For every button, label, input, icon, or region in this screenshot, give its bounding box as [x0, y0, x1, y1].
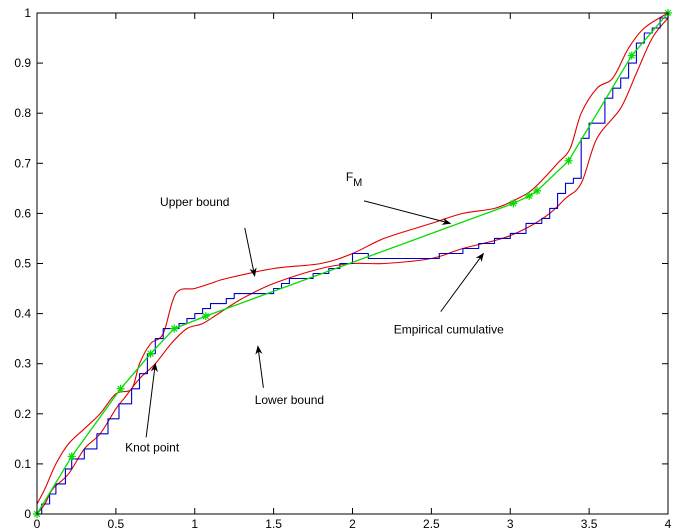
series-line-fit	[36, 12, 669, 515]
y-tick-label: 0.6	[14, 206, 31, 220]
knot-point-marker	[146, 349, 155, 358]
knot-point-marker	[627, 51, 636, 60]
annotation-upper-bound: Upper bound	[160, 195, 257, 277]
annotation-arrow	[440, 252, 484, 312]
y-tick-label: 0.4	[14, 307, 31, 321]
y-tick-label: 0.1	[14, 457, 31, 471]
annotation-label: Lower bound	[255, 393, 324, 407]
annotation-label: Upper bound	[160, 195, 229, 209]
annotation-arrow	[145, 362, 158, 438]
knot-point-marker	[201, 312, 210, 321]
x-tick-label: 2.5	[423, 517, 440, 529]
x-tick-label: 2	[349, 517, 356, 529]
x-tick-label: 0.5	[108, 517, 125, 529]
series-line-upper	[36, 12, 669, 505]
y-tick-label: 0.2	[14, 407, 31, 421]
y-tick-label: 0	[24, 507, 31, 521]
y-tick-label: 0.5	[14, 257, 31, 271]
annotation-arrow	[363, 200, 452, 225]
x-tick-label: 1.5	[265, 517, 282, 529]
plot-layer	[33, 9, 672, 518]
knot-point-marker	[564, 156, 573, 165]
x-tick-label: 3.5	[581, 517, 598, 529]
annotation-label: Knot point	[125, 440, 180, 454]
knot-point-marker	[67, 452, 76, 461]
annotation-arrow	[244, 227, 257, 277]
knot-point-marker	[116, 384, 125, 393]
knot-point-marker	[509, 199, 518, 208]
annotation-label: Empirical cumulative	[394, 323, 504, 337]
y-tick-label: 0.8	[14, 106, 31, 120]
knot-point-marker	[170, 324, 179, 333]
y-tick-label: 0.3	[14, 357, 31, 371]
y-tick-label: 0.9	[14, 56, 31, 70]
knot-point-marker	[533, 186, 542, 195]
annotation-empirical-cumulative: Empirical cumulative	[394, 252, 504, 337]
annotation-knot-point: Knot point	[125, 362, 180, 454]
x-tick-label: 1	[191, 517, 198, 529]
tick-layer: 0 0.5 1 1.5 2 2.5 3 3.5 4 0 0.1 0.2 0.3 0.4 0.5 0.6 0.7 0…	[14, 6, 671, 529]
y-tick-label: 1	[24, 6, 31, 20]
x-tick-label: 3	[507, 517, 514, 529]
y-tick-label: 0.7	[14, 156, 31, 170]
annotation-lower-bound: Lower bound	[255, 345, 324, 407]
knot-point-marker	[525, 191, 534, 200]
x-tick-label: 4	[665, 517, 672, 529]
annotation-arrow	[255, 345, 264, 388]
x-tick-label: 0	[34, 517, 41, 529]
